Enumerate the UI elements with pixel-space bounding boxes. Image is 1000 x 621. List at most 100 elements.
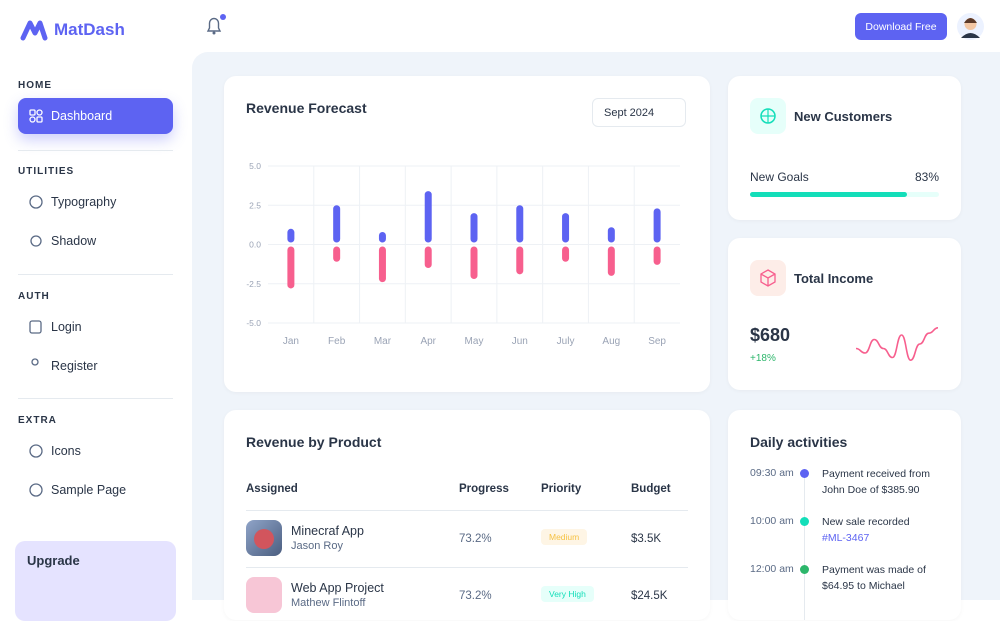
bar bbox=[653, 246, 661, 265]
divider bbox=[18, 398, 173, 399]
activity: Payment received from John Doe of $385.9… bbox=[822, 467, 942, 498]
priority-badge: Very High bbox=[541, 586, 594, 602]
timeline-dot bbox=[800, 469, 809, 478]
assignee: Jason Roy bbox=[291, 540, 343, 552]
chart: 5.0 2.5 0.0 -2.5 -5.0 Jan Feb Mar Apr May Jun July A… bbox=[246, 161, 680, 347]
timeline-line bbox=[804, 474, 805, 620]
nav-item[interactable]: Shadow bbox=[18, 223, 173, 259]
nav-label: Shadow bbox=[51, 234, 97, 248]
income-change: +18% bbox=[750, 353, 776, 364]
bar bbox=[470, 213, 478, 243]
nav-label: Dashboard bbox=[51, 109, 113, 123]
y-tick-label: -5.0 bbox=[246, 318, 261, 328]
activity: Payment was made of $64.95 to Michael bbox=[822, 563, 942, 594]
card-title: Total Income bbox=[794, 271, 874, 286]
nav-icons bbox=[29, 109, 43, 497]
nav-item[interactable]: Sample Page bbox=[18, 472, 173, 508]
icon-box bbox=[750, 260, 786, 296]
progress-track bbox=[750, 192, 939, 197]
column-header: Assigned bbox=[246, 483, 298, 495]
activity-text: Payment was made of $64.95 to Michael bbox=[822, 564, 926, 592]
divider bbox=[18, 274, 173, 275]
activity-time: 10:00 am bbox=[750, 515, 794, 527]
nav-item[interactable]: Register bbox=[18, 348, 173, 384]
avatar[interactable] bbox=[957, 13, 984, 40]
bar bbox=[333, 205, 341, 243]
logo bbox=[20, 20, 48, 41]
bar bbox=[333, 246, 341, 262]
product-image bbox=[246, 577, 282, 613]
bar bbox=[378, 231, 386, 243]
bar bbox=[607, 246, 615, 276]
nav-label: Login bbox=[51, 320, 82, 334]
icon-box bbox=[750, 98, 786, 134]
nav-section: AUTH bbox=[18, 291, 50, 302]
divider bbox=[246, 567, 688, 568]
card-title: New Customers bbox=[794, 109, 893, 124]
product-name: Web App Project bbox=[291, 581, 384, 595]
download-button[interactable]: Download Free bbox=[855, 13, 947, 40]
activities-card: Daily activities 09:30 am Payment receive… bbox=[728, 410, 961, 620]
income-card: Total Income $680 +18% bbox=[728, 238, 961, 390]
timeline-dot bbox=[800, 565, 809, 574]
customers-card: New Customers New Goals 83% bbox=[728, 76, 961, 220]
progress: 73.2% bbox=[459, 533, 492, 545]
image-art bbox=[254, 529, 274, 549]
bar bbox=[424, 191, 432, 243]
divider bbox=[246, 510, 688, 511]
income-amount: $680 bbox=[750, 325, 791, 345]
bar bbox=[562, 246, 570, 262]
budget: $24.5K bbox=[631, 590, 668, 602]
bar bbox=[562, 213, 570, 243]
bar bbox=[287, 228, 295, 243]
nav-item[interactable]: Typography bbox=[18, 184, 173, 220]
card-title: Revenue by Product bbox=[246, 434, 382, 450]
nav-section: EXTRA bbox=[18, 415, 57, 426]
y-tick-label: 0.0 bbox=[249, 240, 261, 250]
nav-label: Sample Page bbox=[51, 483, 127, 497]
nav-item[interactable]: Icons bbox=[18, 433, 173, 469]
bar bbox=[287, 246, 295, 289]
nav-item[interactable]: Login bbox=[18, 309, 173, 345]
product-name: Minecraf App bbox=[291, 524, 364, 538]
column-header: Budget bbox=[631, 483, 671, 495]
nav-label: Typography bbox=[51, 195, 117, 209]
goal-label: New Goals bbox=[750, 170, 809, 184]
nav-item[interactable]: Dashboard bbox=[18, 98, 173, 134]
icon bbox=[760, 108, 776, 124]
x-tick-label: May bbox=[465, 336, 484, 347]
upgrade-title[interactable]: Upgrade bbox=[27, 553, 80, 568]
nav-label: Icons bbox=[51, 444, 81, 458]
goal-value: 83% bbox=[914, 170, 939, 184]
forecast-card: Revenue Forecast Sept 2024 5.0 2.5 0.0 -2.5… bbox=[224, 76, 710, 392]
period-select[interactable]: Sept 2024 bbox=[592, 98, 686, 127]
nav-label: Register bbox=[51, 359, 98, 373]
x-tick-label: Apr bbox=[420, 336, 436, 347]
bar bbox=[607, 227, 615, 243]
notification-icon[interactable] bbox=[204, 14, 228, 38]
y-tick-label: -2.5 bbox=[246, 279, 261, 289]
x-tick-label: Sep bbox=[648, 336, 666, 347]
budget: $3.5K bbox=[631, 533, 662, 545]
progress: 73.2% bbox=[459, 590, 492, 602]
icon bbox=[760, 269, 776, 287]
assignee: Mathew Flintoff bbox=[291, 597, 366, 609]
bar bbox=[378, 246, 386, 283]
brand[interactable]: MatDash bbox=[54, 20, 125, 39]
bar bbox=[516, 205, 524, 243]
page: MatDash HOME Dashboard UTILITIES Typogra… bbox=[15, 13, 1000, 621]
column-header: Priority bbox=[541, 483, 582, 495]
divider bbox=[18, 150, 173, 151]
progress-fill bbox=[750, 192, 907, 197]
activity-time: 09:30 am bbox=[750, 467, 794, 479]
x-tick-label: July bbox=[557, 336, 575, 347]
product-image bbox=[246, 520, 282, 556]
activity-text: New sale recorded bbox=[822, 516, 910, 528]
card-title: Revenue Forecast bbox=[246, 100, 367, 116]
product-card: Revenue by Product Assigned Progress Pri… bbox=[224, 410, 710, 620]
card-title: Daily activities bbox=[750, 434, 848, 450]
sparkline-chart bbox=[855, 327, 939, 362]
activity-link[interactable]: #ML-3467 bbox=[822, 531, 870, 544]
nav-section: UTILITIES bbox=[18, 166, 75, 177]
nav-section: HOME bbox=[18, 80, 52, 91]
